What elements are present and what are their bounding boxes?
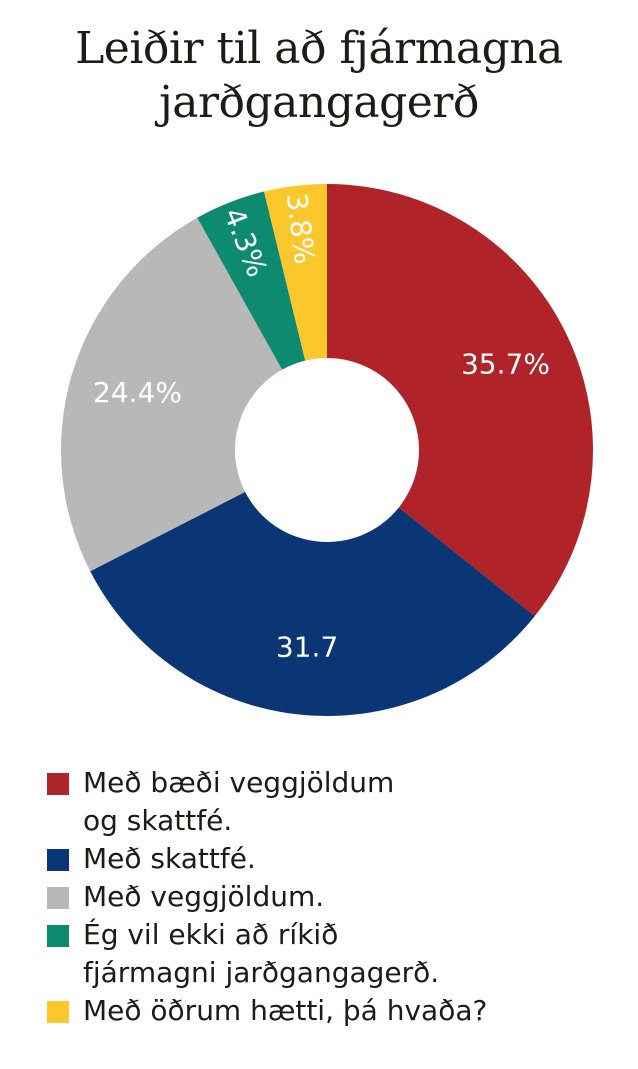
chart-title-line-1: Leiðir til að fjármagna xyxy=(75,23,563,74)
legend-item-2: Með skattfé. xyxy=(47,840,627,878)
legend-label-2: Með skattfé. xyxy=(83,842,256,875)
legend-label-5: Með öðrum hætti, þá hvaða? xyxy=(83,994,488,1027)
chart-title: Leiðir til að fjármagna jarðgangagerð xyxy=(0,22,638,130)
legend-item-4: Ég vil ekki að ríkið fjármagni jarðganga… xyxy=(47,916,627,992)
legend-swatch-3 xyxy=(47,887,69,909)
legend-label-4: Ég vil ekki að ríkið fjármagni jarðganga… xyxy=(83,918,440,989)
pie-slice-5 xyxy=(264,184,327,361)
pie-slice-4 xyxy=(197,191,306,370)
legend-label-1: Með bæði veggjöldum og skattfé. xyxy=(83,766,395,837)
slice-label-2: 31.7 xyxy=(276,630,338,663)
chart-legend: Með bæði veggjöldum og skattfé. Með skatt… xyxy=(47,764,627,1030)
legend-swatch-1 xyxy=(47,773,69,795)
legend-swatch-2 xyxy=(47,849,69,871)
slice-label-1: 35.7% xyxy=(461,348,550,381)
legend-swatch-5 xyxy=(47,1001,69,1023)
pie-slice-3 xyxy=(61,217,283,572)
legend-label-3: Með veggjöldum. xyxy=(83,880,325,913)
legend-swatch-4 xyxy=(47,925,69,947)
legend-item-3: Með veggjöldum. xyxy=(47,878,627,916)
pie-slice-1 xyxy=(327,184,593,617)
chart-title-line-2: jarðgangagerð xyxy=(159,77,479,128)
slice-label-3: 24.4% xyxy=(93,376,182,409)
pie-slice-2 xyxy=(90,491,535,716)
legend-item-5: Með öðrum hætti, þá hvaða? xyxy=(47,992,627,1030)
donut-chart: 35.7%31.724.4%4.3% 3.8% xyxy=(61,184,593,716)
legend-item-1: Með bæði veggjöldum og skattfé. xyxy=(47,764,627,840)
